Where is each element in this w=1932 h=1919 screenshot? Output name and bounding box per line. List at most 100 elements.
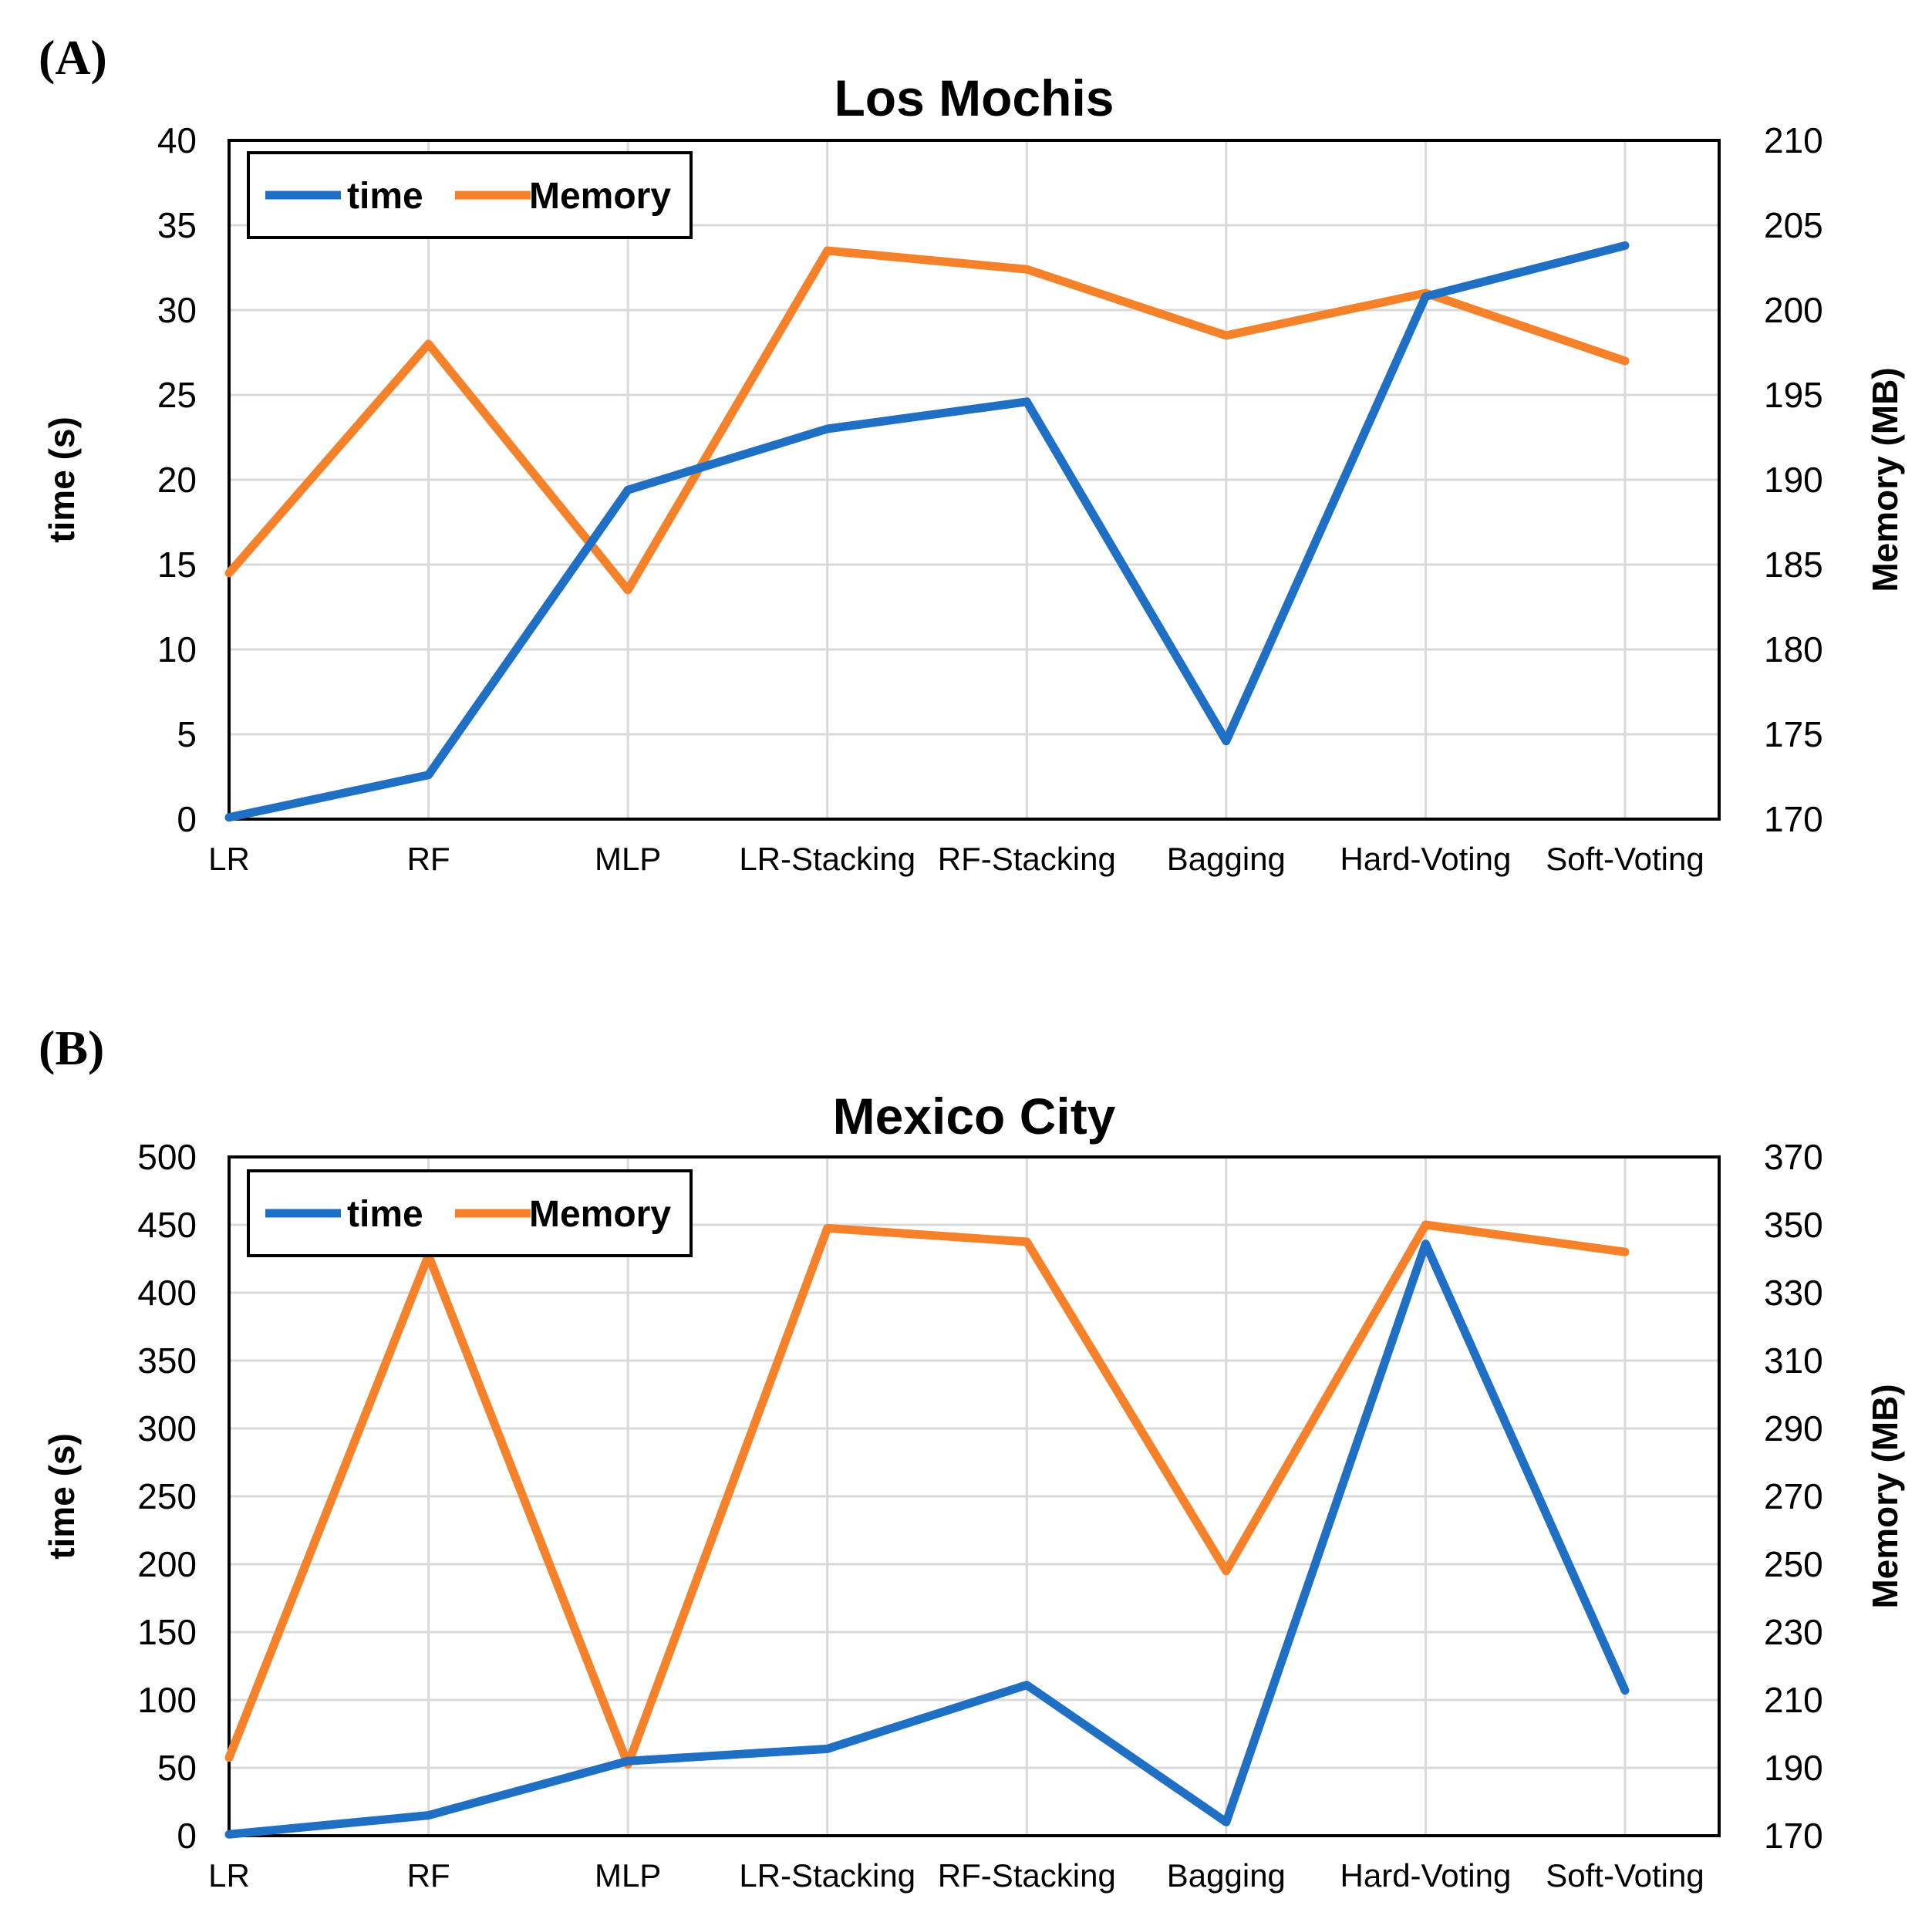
data-point-time xyxy=(427,1813,430,1817)
data-point-time xyxy=(626,1759,630,1763)
y2-tick-label: 370 xyxy=(1764,1137,1823,1177)
legend-label-memory: Memory xyxy=(529,1194,671,1235)
y-tick-label: 150 xyxy=(137,1612,197,1652)
y2-tick-label: 270 xyxy=(1764,1476,1823,1516)
x-tick-label: Bagging xyxy=(1167,1857,1286,1894)
data-point-memory xyxy=(626,589,630,592)
data-point-time xyxy=(1623,1688,1627,1692)
panel-label-a: (A) xyxy=(39,30,107,85)
y-tick-label: 400 xyxy=(137,1273,197,1313)
y-tick-label: 100 xyxy=(137,1680,197,1720)
legend: time Memory xyxy=(247,151,693,239)
x-tick-label: RF-Stacking xyxy=(938,841,1116,877)
y-tick-label: 0 xyxy=(177,799,197,839)
y2-tick-label: 205 xyxy=(1764,205,1823,245)
series-line-time xyxy=(224,241,1630,822)
x-tick-label: Hard-Voting xyxy=(1340,1857,1512,1894)
y2-tick-label: 210 xyxy=(1764,120,1823,160)
y2-tick-label: 180 xyxy=(1764,629,1823,669)
chart-title: Los Mochis xyxy=(834,69,1114,126)
data-point-memory xyxy=(228,572,231,575)
data-point-time xyxy=(1623,244,1627,248)
y-tick-label: 30 xyxy=(157,290,197,330)
y-tick-label: 450 xyxy=(137,1205,197,1245)
chart-0: Los Mochis 0 5 10 15 20 25 30 35 40 170 175 180 185 19… xyxy=(42,69,1905,877)
y2-tick-label: 310 xyxy=(1764,1341,1823,1381)
y-tick-label: 25 xyxy=(157,375,197,415)
y-tick-label: 35 xyxy=(157,205,197,245)
y-tick-label: 5 xyxy=(177,714,197,754)
x-tick-label: LR-Stacking xyxy=(739,841,915,877)
y2-tick-label: 190 xyxy=(1764,1748,1823,1788)
y2-tick-label: 175 xyxy=(1764,714,1823,754)
y-tick-label: 40 xyxy=(157,120,197,160)
data-point-time xyxy=(1224,739,1228,743)
legend-label-time: time xyxy=(347,176,423,217)
plot-frame xyxy=(228,1155,1721,1837)
chart-1: Mexico City 0 50 100 150 200 250 300 350 400 450 50… xyxy=(42,1088,1905,1894)
y-axis-label: time (s) xyxy=(42,417,82,543)
x-tick-label: Bagging xyxy=(1167,841,1286,877)
data-point-time xyxy=(228,1833,231,1836)
data-point-memory xyxy=(228,1755,231,1759)
data-point-time xyxy=(1025,1683,1029,1687)
y-tick-label: 500 xyxy=(137,1137,197,1177)
y-tick-label: 10 xyxy=(157,629,197,669)
legend-label-time: time xyxy=(347,1194,423,1235)
y2-tick-label: 210 xyxy=(1764,1680,1823,1720)
data-point-time xyxy=(1424,295,1428,298)
data-point-memory xyxy=(1424,1223,1428,1226)
data-point-time xyxy=(1224,1820,1228,1824)
legend: time Memory xyxy=(247,1169,693,1257)
y2-tick-label: 200 xyxy=(1764,290,1823,330)
data-point-memory xyxy=(1623,1250,1627,1254)
data-point-memory xyxy=(825,249,829,252)
x-tick-label: Soft-Voting xyxy=(1546,841,1704,877)
x-tick-label: MLP xyxy=(595,841,661,877)
data-point-memory xyxy=(1224,1569,1228,1573)
y2-tick-label: 250 xyxy=(1764,1544,1823,1584)
series-line-memory xyxy=(224,1220,1630,1769)
y2-tick-label: 195 xyxy=(1764,375,1823,415)
data-point-memory xyxy=(1224,334,1228,337)
x-tick-label: MLP xyxy=(595,1857,661,1894)
y2-axis-label: Memory (MB) xyxy=(1865,367,1905,592)
chart-title: Mexico City xyxy=(833,1088,1116,1145)
x-tick-label: RF xyxy=(407,841,450,877)
series-line-memory xyxy=(224,246,1630,595)
y-tick-label: 300 xyxy=(137,1408,197,1449)
y-tick-label: 200 xyxy=(137,1544,197,1584)
data-point-time xyxy=(626,488,630,492)
data-point-time xyxy=(1025,400,1029,403)
data-point-memory xyxy=(825,1226,829,1230)
data-point-time xyxy=(228,815,231,819)
y-axis-label: time (s) xyxy=(42,1433,82,1560)
x-tick-label: LR-Stacking xyxy=(739,1857,915,1894)
y-tick-label: 50 xyxy=(157,1748,197,1788)
y-tick-label: 250 xyxy=(137,1476,197,1516)
panel-label-b: (B) xyxy=(39,1020,105,1075)
data-point-time xyxy=(1424,1242,1428,1246)
data-point-time xyxy=(825,1747,829,1751)
y2-tick-label: 170 xyxy=(1764,1816,1823,1856)
series-line-time xyxy=(224,1239,1630,1839)
plot-frame xyxy=(228,139,1721,821)
legend-label-memory: Memory xyxy=(529,176,671,217)
y-tick-label: 350 xyxy=(137,1341,197,1381)
y2-tick-label: 190 xyxy=(1764,460,1823,500)
y2-axis-label: Memory (MB) xyxy=(1865,1384,1905,1608)
data-point-memory xyxy=(1025,1240,1029,1243)
y2-tick-label: 330 xyxy=(1764,1273,1823,1313)
x-tick-label: Hard-Voting xyxy=(1340,841,1512,877)
data-point-memory xyxy=(1025,268,1029,271)
y2-tick-label: 230 xyxy=(1764,1612,1823,1652)
x-tick-label: LR xyxy=(208,841,250,877)
data-point-time xyxy=(427,773,430,777)
y-tick-label: 0 xyxy=(177,1816,197,1856)
data-point-time xyxy=(825,427,829,430)
x-tick-label: LR xyxy=(208,1857,250,1894)
y2-tick-label: 185 xyxy=(1764,545,1823,585)
x-tick-label: Soft-Voting xyxy=(1546,1857,1704,1894)
data-point-memory xyxy=(1623,359,1627,363)
